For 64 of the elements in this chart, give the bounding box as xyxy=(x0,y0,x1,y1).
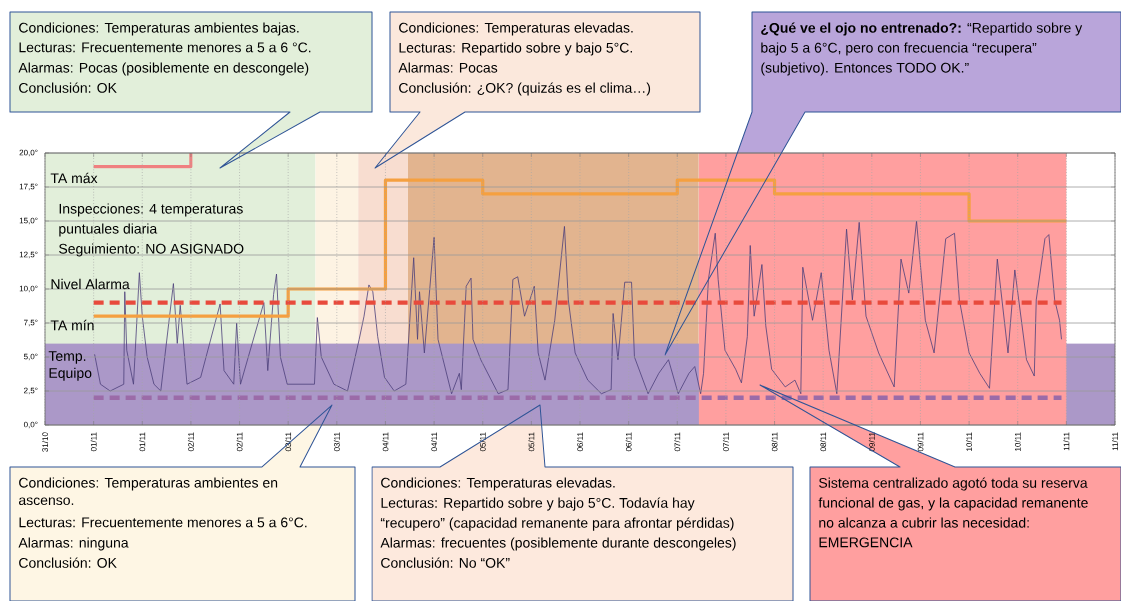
x-tick-label: 09/11 xyxy=(868,432,875,452)
series-label: TA máx xyxy=(50,172,98,184)
text: Condiciones: Temperaturas elevadas. xyxy=(399,22,633,36)
text: Lecturas: Frecuentemente menores a 5 a 6 °C. xyxy=(19,42,311,53)
x-tick-label: 03/11 xyxy=(285,432,292,452)
y-tick-label: 7,5° xyxy=(24,319,38,327)
x-tick-label: 10/11 xyxy=(966,432,973,451)
text: “recupero” (capacidad remanente para afrontar pérdidas) xyxy=(380,517,734,531)
annotation: Inspecciones: 4 temperaturas xyxy=(59,203,243,217)
y-tick-label: 10,0° xyxy=(19,285,38,293)
x-tick-label: 02/11 xyxy=(187,432,194,452)
x-tick-label: 04/11 xyxy=(382,432,389,452)
text: EMERGENCIA xyxy=(819,537,913,548)
x-tick-label: 01/11 xyxy=(90,432,97,452)
text: ascenso. xyxy=(19,497,74,506)
text: Conclusión: ¿OK? (quizás es el clima…) xyxy=(399,82,651,96)
text: Conclusión: OK xyxy=(19,82,117,93)
x-tick-label: 07/11 xyxy=(674,432,681,452)
y-tick-label: 12,5° xyxy=(19,251,38,259)
y-tick-label: 0,0° xyxy=(23,421,38,429)
text: Lecturas: Frecuentemente menores a 5 a 6°C. xyxy=(19,517,307,528)
x-tick-label: 06/11 xyxy=(625,432,632,452)
x-tick-label: 11/11 xyxy=(1063,432,1070,451)
text: Condiciones: Temperaturas ambientes bajas. xyxy=(19,22,299,36)
x-tick-label: 08/11 xyxy=(771,432,778,452)
y-tick-label: 2,5° xyxy=(24,387,38,395)
x-tick-label: 09/11 xyxy=(917,432,924,452)
text: Condiciones: Temperaturas ambientes en xyxy=(19,477,278,491)
x-tick-label: 31/10 xyxy=(42,432,48,452)
text: (subjetivo). Entonces TODO OK.” xyxy=(761,62,969,76)
y-tick-label: 17,5° xyxy=(19,183,38,191)
y-tick-label: 15,0° xyxy=(19,217,38,225)
text: bajo 5 a 6°C, pero con frecuencia “recupera” xyxy=(761,42,1037,56)
x-tick-label: 10/11 xyxy=(1014,432,1021,451)
text: ¿Qué ve el ojo no entrenado?: “Repartido sobre y xyxy=(761,22,1083,36)
y-tick-label: 5,0° xyxy=(23,353,38,361)
text: no alcanza a cubrir las necesidad: xyxy=(819,517,1029,528)
text: Alarmas: Pocas (posiblemente en descongele) xyxy=(18,62,309,76)
x-tick-label: 06/11 xyxy=(577,432,583,452)
x-tick-label: 11/11 xyxy=(1112,432,1118,451)
x-tick-label: 05/11 xyxy=(528,432,535,452)
x-tick-label: 03/11 xyxy=(333,432,340,452)
text: Alarmas: frecuentes (posiblemente durante descongeles) xyxy=(380,537,736,551)
text: Lecturas: Repartido sobre y bajo 5°C. xyxy=(399,42,632,56)
text: Conclusión: No “OK” xyxy=(381,557,510,568)
series-label: Nivel Alarma xyxy=(51,278,130,290)
text: Alarmas: Pocas xyxy=(398,62,498,73)
text: Condiciones: Temperaturas elevadas. xyxy=(381,477,615,491)
text: funcional de gas, y la capacidad remanente xyxy=(818,497,1088,511)
x-tick-label: 05/11 xyxy=(479,432,486,452)
y-tick-label: 20,0° xyxy=(19,149,38,157)
annotation: puntuales diaria xyxy=(59,223,158,237)
x-tick-label: 04/11 xyxy=(431,432,438,452)
x-tick-label: 07/11 xyxy=(722,432,729,452)
x-tick-label: 08/11 xyxy=(820,432,827,452)
text: Sistema centralizado agotó toda su reserva xyxy=(819,477,1088,491)
series-label: Temp. Equipo xyxy=(48,351,92,381)
series-label: TA mín xyxy=(50,319,94,331)
x-tick-label: 01/11 xyxy=(139,432,146,452)
text: Alarmas: ninguna xyxy=(18,537,129,551)
annotation: Seguimiento: NO ASIGNADO xyxy=(59,243,244,257)
text: Conclusión: OK xyxy=(19,557,117,568)
text: Lecturas: Repartido sobre y bajo 5°C. Todavía hay xyxy=(381,497,695,511)
x-tick-label: 02/11 xyxy=(236,432,243,452)
